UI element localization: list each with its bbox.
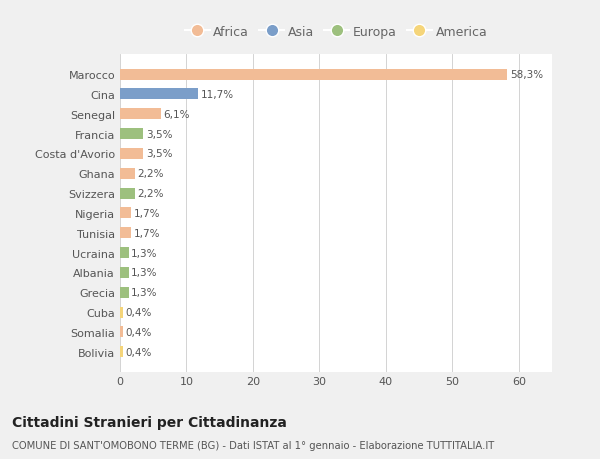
Text: 58,3%: 58,3%	[510, 70, 543, 80]
Text: 6,1%: 6,1%	[163, 110, 190, 119]
Legend: Africa, Asia, Europa, America: Africa, Asia, Europa, America	[182, 23, 490, 41]
Text: 0,4%: 0,4%	[125, 308, 152, 317]
Bar	[120, 347, 122, 358]
Bar	[120, 327, 122, 338]
Text: 1,7%: 1,7%	[134, 228, 160, 238]
Bar	[120, 208, 131, 219]
Text: 2,2%: 2,2%	[137, 169, 164, 179]
Bar	[120, 89, 198, 100]
Text: 2,2%: 2,2%	[137, 189, 164, 199]
Text: 11,7%: 11,7%	[200, 90, 233, 100]
Bar	[120, 228, 131, 239]
Text: 1,3%: 1,3%	[131, 288, 158, 297]
Text: 0,4%: 0,4%	[125, 347, 152, 357]
Bar	[120, 307, 122, 318]
Bar	[120, 149, 143, 160]
Bar	[120, 188, 134, 199]
Text: 1,3%: 1,3%	[131, 268, 158, 278]
Bar	[120, 129, 143, 140]
Bar	[120, 109, 161, 120]
Text: 1,7%: 1,7%	[134, 208, 160, 218]
Bar	[120, 69, 508, 80]
Text: COMUNE DI SANT'OMOBONO TERME (BG) - Dati ISTAT al 1° gennaio - Elaborazione TUTT: COMUNE DI SANT'OMOBONO TERME (BG) - Dati…	[12, 440, 494, 450]
Text: 3,5%: 3,5%	[146, 129, 172, 139]
Text: Cittadini Stranieri per Cittadinanza: Cittadini Stranieri per Cittadinanza	[12, 415, 287, 429]
Bar	[120, 267, 128, 278]
Text: 3,5%: 3,5%	[146, 149, 172, 159]
Text: 0,4%: 0,4%	[125, 327, 152, 337]
Bar	[120, 247, 128, 258]
Bar	[120, 168, 134, 179]
Text: 1,3%: 1,3%	[131, 248, 158, 258]
Bar	[120, 287, 128, 298]
